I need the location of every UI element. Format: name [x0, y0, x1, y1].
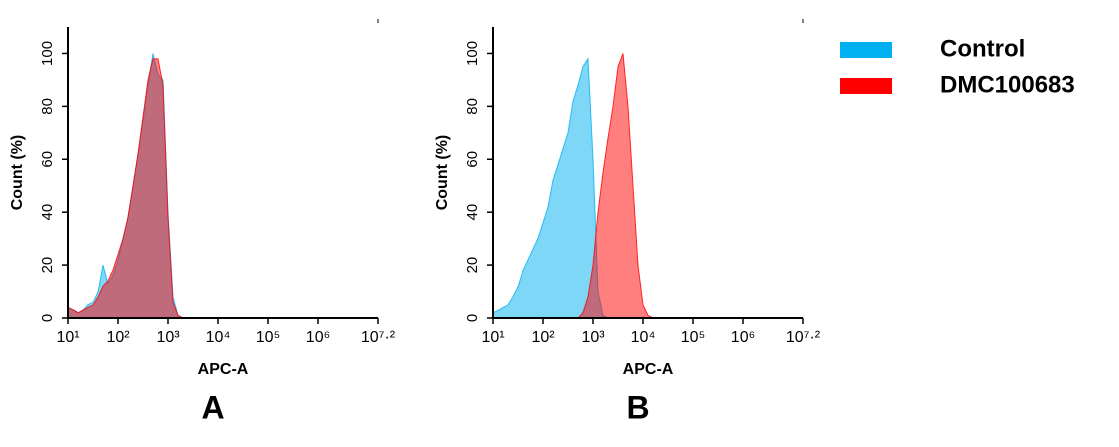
x-tick-label: 10⁴ — [631, 329, 656, 346]
histogram-area — [67, 58, 253, 319]
y-tick-label: 80 — [464, 98, 481, 115]
x-tick-label: 10⁴ — [206, 329, 231, 346]
y-tick-label: 20 — [464, 257, 481, 274]
y-tick-label: 80 — [39, 98, 56, 115]
x-tick-label: 10³ — [581, 329, 605, 346]
x-tick-label: 10⁷·² — [786, 329, 821, 346]
x-tick-label: 10³ — [156, 329, 180, 346]
histogram-area — [492, 57, 678, 319]
y-tick-label: 0 — [464, 314, 481, 322]
x-tick-label: 10⁵ — [256, 329, 280, 346]
y-tick-label: 100 — [39, 41, 56, 66]
x-tick-label: 10⁶ — [731, 329, 755, 346]
x-axis-title: APC-A — [198, 361, 249, 378]
y-tick-label: 40 — [464, 204, 481, 221]
y-axis-title: Count (%) — [434, 135, 451, 211]
x-tick-label: 10² — [106, 329, 130, 346]
x-tick-label: 10⁶ — [306, 329, 330, 346]
y-tick-label: 40 — [39, 204, 56, 221]
x-axis-title: APC-A — [623, 361, 674, 378]
y-tick-label: 0 — [39, 314, 56, 322]
panel-label: B — [626, 389, 649, 425]
x-tick-label: 10¹ — [481, 329, 504, 346]
x-tick-label: 10⁷·² — [361, 329, 396, 346]
x-tick-label: 10² — [531, 329, 555, 346]
panel-label: A — [201, 389, 224, 425]
x-tick-label: 10⁵ — [681, 329, 705, 346]
legend-swatch — [840, 42, 892, 58]
x-tick-label: 10¹ — [56, 329, 79, 346]
legend-swatch — [840, 78, 892, 94]
y-tick-label: 60 — [464, 151, 481, 168]
legend-label: Control — [940, 35, 1025, 62]
y-tick-label: 20 — [39, 257, 56, 274]
y-tick-label: 60 — [39, 151, 56, 168]
y-axis-title: Count (%) — [9, 135, 26, 211]
legend-label: DMC100683 — [940, 71, 1075, 98]
y-tick-label: 100 — [464, 41, 481, 66]
